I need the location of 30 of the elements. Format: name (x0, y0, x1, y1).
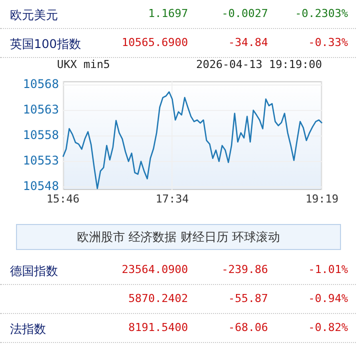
text: -68.06 (228, 321, 268, 334)
y-tick-label: 10558 (22, 128, 59, 142)
text: -0.94% (308, 292, 348, 305)
x-tick-label: 15:46 (46, 192, 80, 206)
text: -0.2303% (295, 7, 348, 20)
text: 法指数 (10, 321, 46, 338)
text: 1.1697 (148, 7, 188, 20)
text: -1.01% (308, 263, 348, 276)
text: -239.86 (222, 263, 268, 276)
y-tick-label: 10563 (22, 102, 59, 116)
text: 欧元美元 (10, 7, 58, 24)
text: 5870.2402 (128, 292, 188, 305)
text: -0.0027 (222, 7, 268, 20)
text: 8191.5400 (128, 321, 188, 334)
text: 德国指数 (10, 263, 58, 280)
chart-title: UKX min5 (57, 58, 110, 71)
text: -0.82% (308, 321, 348, 334)
chart-subtitle: 2026-04-13 19:19:00 (196, 58, 322, 71)
text: 10565.6900 (122, 36, 188, 49)
text: -55.87 (228, 292, 268, 305)
text: 欧洲股市 经济数据 财经日历 环球滚动 (16, 224, 341, 250)
x-tick-label: 19:19 (305, 192, 339, 206)
y-tick-label: 10548 (22, 179, 59, 194)
text: 英国100指数 (10, 36, 81, 53)
text: -34.84 (228, 36, 268, 49)
x-tick-label: 17:34 (156, 192, 190, 206)
y-tick-label: 10553 (22, 154, 59, 168)
text: -0.33% (308, 36, 348, 49)
y-tick-label: 10568 (22, 76, 59, 91)
text: 23564.0900 (122, 263, 188, 276)
